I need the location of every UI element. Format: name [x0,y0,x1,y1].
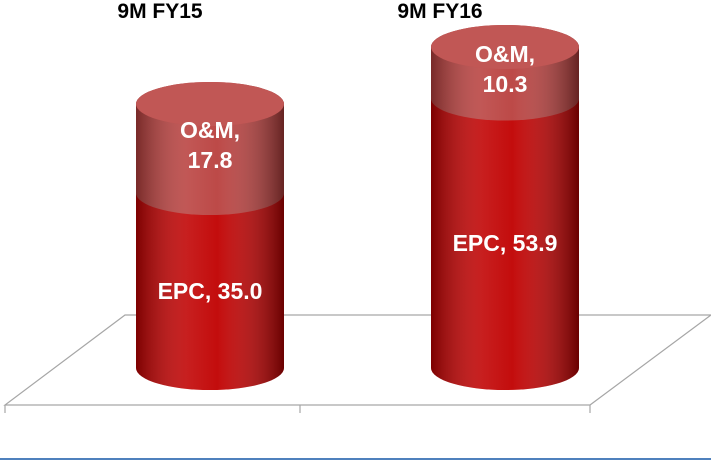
x-tick-label: 9M FY16 [397,0,483,23]
cylinder-top-highlight [431,25,579,69]
data-label: EPC, 35.0 [157,277,263,304]
segment-shade [431,76,579,391]
cylinder-top [136,82,284,126]
bars [136,25,579,391]
floor-plane [3,314,711,406]
floor [3,314,711,413]
data-label: EPC, 53.9 [452,230,558,257]
data-label: O&M, 10.3 [474,40,536,97]
cylinder-top-highlight [136,82,284,126]
x-tick-label: 9M FY15 [117,0,203,23]
segment-shade [136,171,284,390]
cylinder-top [431,25,579,69]
data-label: O&M, 17.8 [179,116,241,173]
